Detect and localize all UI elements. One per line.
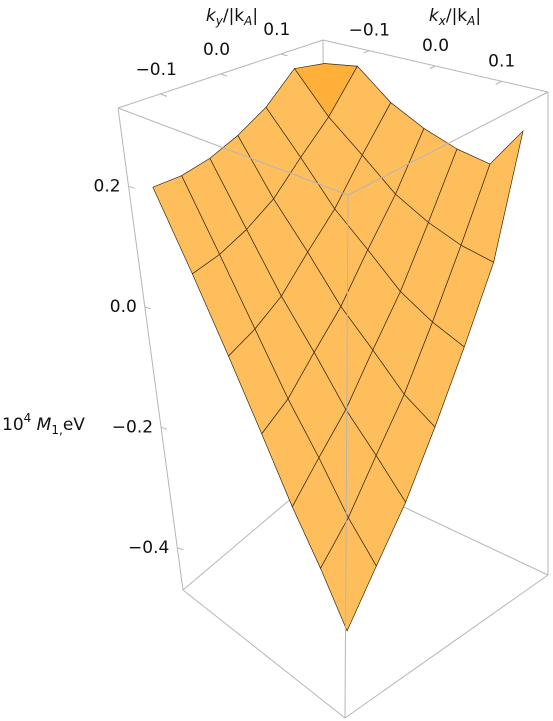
y-tick (160, 93, 168, 97)
x-tick (429, 65, 436, 69)
x-tick (363, 50, 370, 54)
label-part: 1, (51, 423, 62, 437)
z-tick-label: −0.4 (128, 538, 169, 558)
surface-patch (320, 517, 377, 632)
y-tick (280, 53, 288, 57)
y-tick-label: 0.0 (203, 40, 230, 60)
x-tick (495, 80, 502, 85)
z-axis-label: 104 M1,eV (2, 411, 85, 437)
box-edge (117, 107, 349, 196)
label-part: | (475, 6, 481, 26)
box-edge (347, 91, 549, 196)
z-tick-label: 0.0 (110, 297, 137, 317)
y-axis-label: ky/|kA| (206, 6, 258, 28)
label-part: M (31, 415, 51, 435)
box-edge (117, 107, 184, 591)
z-tick-label: −0.2 (112, 417, 153, 437)
label-part: 10 (2, 415, 24, 435)
x-tick-label: −0.1 (349, 21, 390, 41)
label-part: k (429, 6, 440, 26)
y-tick-label: 0.1 (263, 20, 290, 40)
label-part: x (438, 14, 447, 28)
y-tick (220, 73, 228, 77)
z-tick (144, 306, 151, 310)
label-part: /|k (223, 6, 244, 26)
label-part: y (215, 14, 224, 28)
x-tick-label: 0.1 (488, 51, 515, 71)
label-part: A (243, 14, 252, 28)
x-axis-label: kx/|kA| (429, 6, 481, 28)
z-tick (128, 185, 135, 189)
label-part: | (252, 6, 258, 26)
label-part: 4 (24, 411, 32, 425)
z-tick (177, 547, 184, 551)
label-part: k (206, 6, 217, 26)
box-edge (344, 574, 549, 719)
label-part: eV (63, 415, 85, 435)
box-edge (182, 589, 346, 719)
y-tick-label: −0.1 (136, 60, 177, 80)
label-part: /|k (446, 6, 467, 26)
z-tick (160, 426, 168, 430)
label-part: A (466, 14, 475, 28)
box-edge (344, 194, 349, 719)
z-tick-label: 0.2 (94, 176, 121, 196)
x-tick-label: 0.0 (422, 36, 449, 56)
